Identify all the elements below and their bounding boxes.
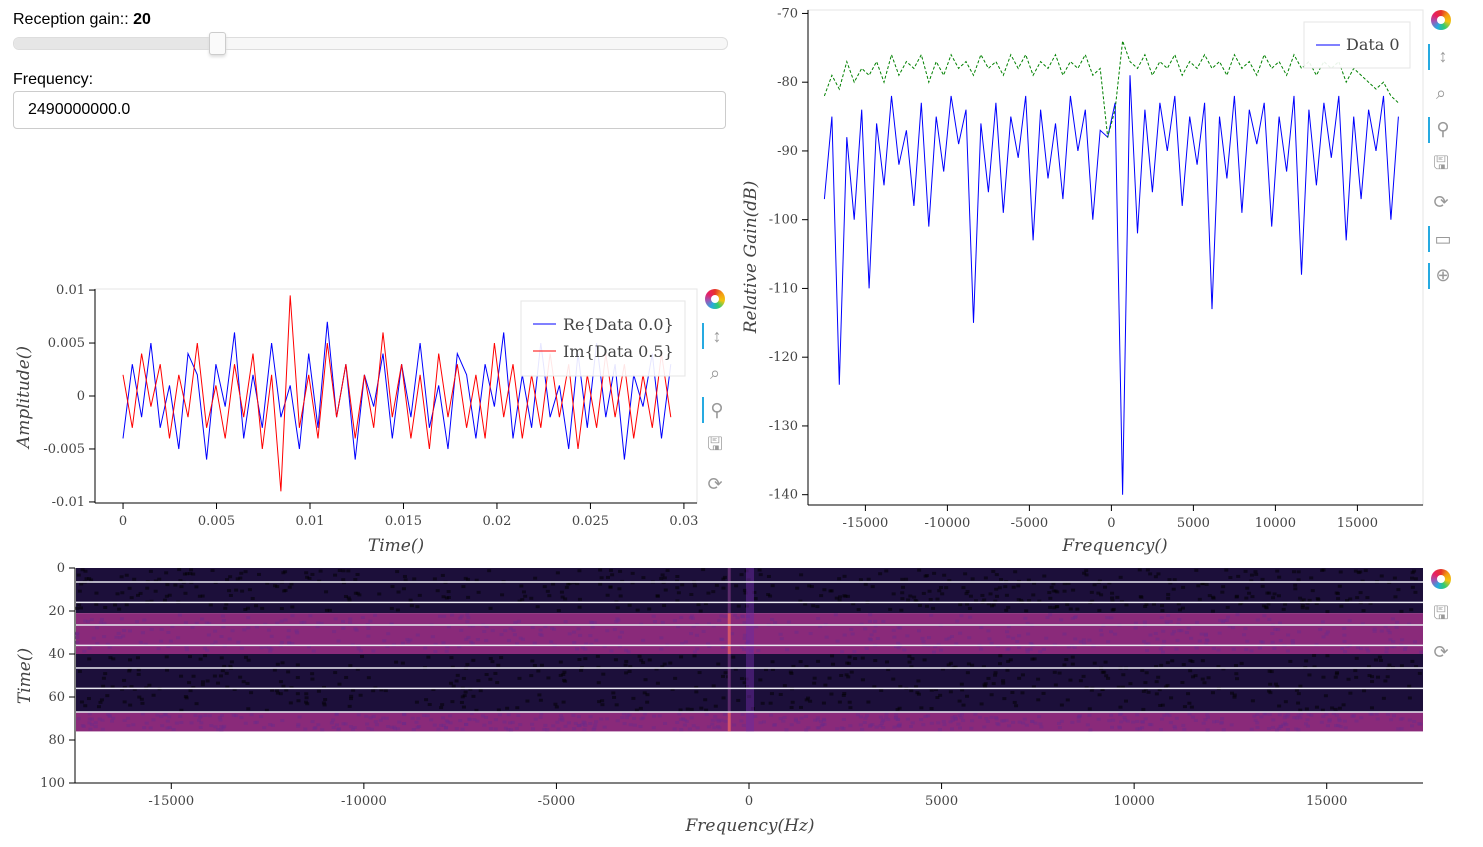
wheel-zoom-icon[interactable]: ⚲: [1428, 116, 1456, 143]
save-icon[interactable]: 🖫: [1433, 153, 1449, 173]
box-zoom-icon[interactable]: ⌕: [1435, 82, 1447, 103]
x-tick-label: 0.025: [572, 514, 609, 529]
legend-item: Im{Data 0.5}: [563, 342, 674, 361]
y-tick-label: -90: [777, 144, 798, 159]
x-tick-label: 15000: [1306, 794, 1347, 809]
legend-item: Data 0: [1346, 35, 1400, 54]
y-tick-label: 40: [48, 647, 65, 662]
frequency-label: Frequency:: [13, 71, 94, 88]
gain-slider[interactable]: [13, 32, 728, 55]
y-tick-label: 20: [48, 604, 65, 619]
x-tick-label: -15000: [148, 794, 194, 809]
y-tick-label: 0: [57, 561, 65, 576]
carrier-line: [727, 712, 731, 732]
y-tick-label: -130: [769, 419, 798, 434]
y-tick-label: -120: [769, 350, 798, 365]
x-tick-label: 0.03: [669, 514, 698, 529]
y-tick-label: -0.01: [52, 495, 85, 510]
y-tick-label: -70: [777, 6, 798, 21]
x-tick-label: 0: [745, 794, 753, 809]
x-axis-label: Frequency(Hz): [685, 816, 815, 836]
y-tick-label: -110: [769, 281, 798, 296]
y-tick-label: 0.005: [48, 336, 85, 351]
legend: [520, 300, 686, 377]
gain-label-text: Reception gain::: [13, 11, 129, 28]
plot-frame: [807, 9, 1424, 506]
gain-slider-handle[interactable]: [209, 32, 227, 55]
gain-label: Reception gain:: 20: [13, 11, 151, 29]
y-axis-label: Time(): [15, 648, 35, 704]
x-tick-label: 5000: [925, 794, 958, 809]
x-axis-label: Time(): [368, 536, 424, 556]
x-tick-label: -5000: [1011, 516, 1048, 531]
waterfall-image: [75, 568, 1423, 732]
x-tick-label: 0.015: [385, 514, 422, 529]
x-tick-label: 0.02: [482, 514, 511, 529]
x-tick-label: 0.01: [296, 514, 325, 529]
y-tick-label: -140: [769, 488, 798, 503]
gain-slider-fill: [14, 38, 218, 49]
wheel-zoom-icon[interactable]: ⚲: [702, 397, 730, 423]
pan-vertical-icon[interactable]: ↕: [702, 323, 730, 349]
x-tick-label: 0: [119, 514, 127, 529]
carrier-line: [727, 613, 731, 654]
y-axis-label: Amplitude(): [14, 346, 34, 450]
y-tick-label: 0.01: [56, 283, 85, 298]
pan-vertical-icon[interactable]: ↕: [1428, 43, 1456, 70]
x-axis-label: Frequency(): [1061, 536, 1167, 556]
series-line-1: [122, 295, 672, 492]
crosshair-icon[interactable]: ⊕: [1428, 262, 1456, 289]
x-tick-label: -10000: [925, 516, 971, 531]
gain-value: 20: [133, 11, 151, 28]
carrier-line: [727, 654, 731, 713]
save-icon[interactable]: 🖫: [707, 434, 723, 454]
frequency-input[interactable]: [13, 91, 726, 129]
y-axis-label: Relative Gain(dB): [741, 181, 761, 335]
x-tick-label: 0: [1107, 516, 1115, 531]
x-tick-label: 10000: [1113, 794, 1154, 809]
y-tick-label: 0: [77, 389, 85, 404]
x-tick-label: -15000: [843, 516, 889, 531]
y-tick-label: 60: [48, 690, 65, 705]
x-tick-label: 5000: [1177, 516, 1210, 531]
series-line-0: [823, 75, 1399, 495]
y-tick-label: -0.005: [43, 442, 85, 457]
bokeh-logo-icon: [1428, 566, 1454, 592]
x-tick-label: -10000: [341, 794, 387, 809]
y-tick-label: 100: [40, 776, 65, 791]
x-tick-label: 15000: [1337, 516, 1378, 531]
series-line-1: [823, 40, 1399, 138]
hover-icon[interactable]: ▭: [1428, 226, 1456, 252]
save-icon[interactable]: 🖫: [1433, 602, 1449, 623]
x-tick-label: -5000: [538, 794, 575, 809]
x-tick-label: 0.005: [198, 514, 235, 529]
bokeh-logo-icon: [1428, 7, 1454, 33]
reset-icon[interactable]: ⟳: [707, 473, 723, 494]
reset-icon[interactable]: ⟳: [1433, 192, 1449, 212]
x-tick-label: 10000: [1255, 516, 1296, 531]
carrier-line: [727, 568, 731, 614]
y-tick-label: -100: [769, 213, 798, 228]
bokeh-logo-icon: [702, 286, 728, 312]
y-tick-label: 80: [48, 733, 65, 748]
reset-icon[interactable]: ⟳: [1433, 641, 1449, 662]
box-zoom-icon[interactable]: ⌕: [709, 362, 721, 383]
legend-item: Re{Data 0.0}: [563, 315, 674, 334]
y-tick-label: -80: [777, 75, 798, 90]
